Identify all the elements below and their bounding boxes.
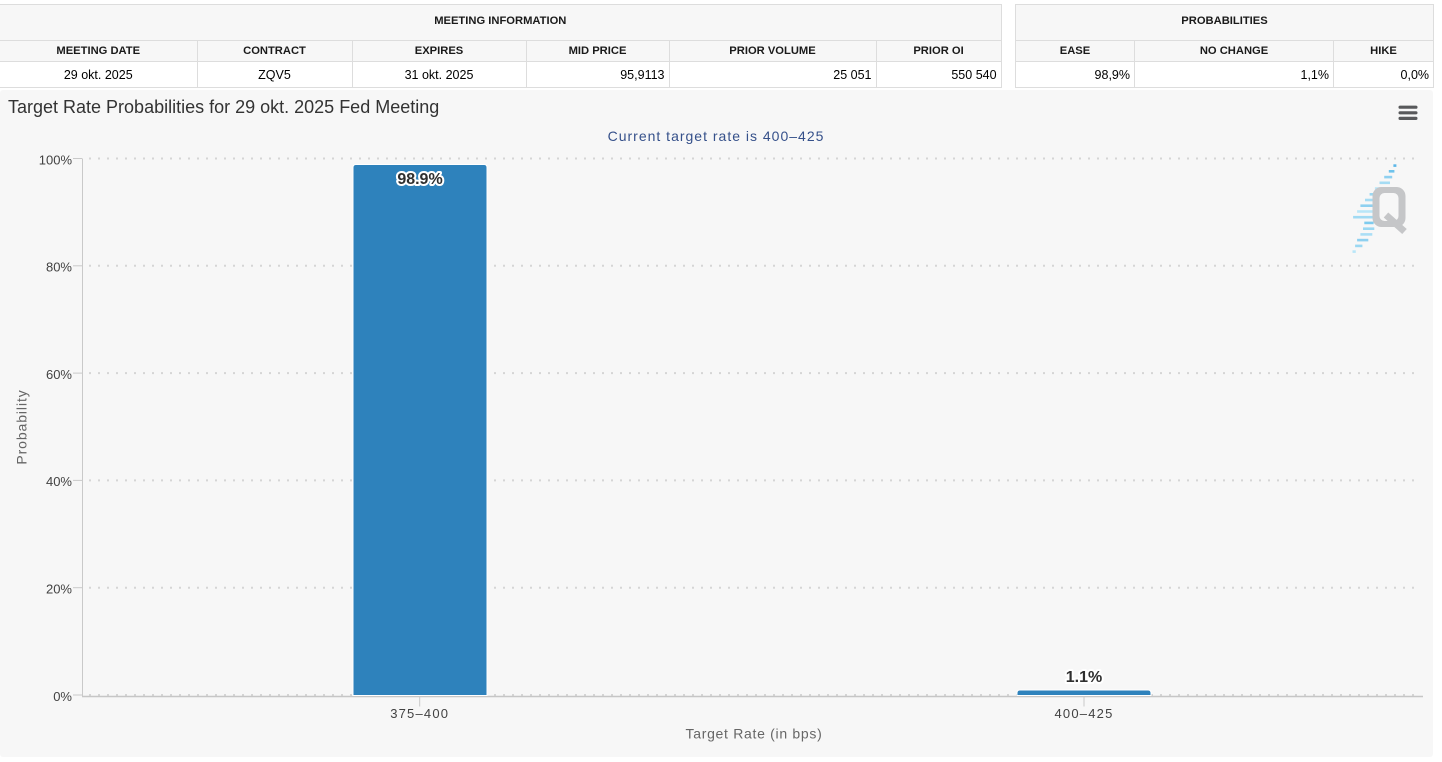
- svg-text:80%: 80%: [46, 260, 72, 275]
- svg-text:400–425: 400–425: [1054, 706, 1113, 721]
- svg-text:1.1%: 1.1%: [1066, 669, 1102, 686]
- svg-text:0%: 0%: [53, 689, 72, 704]
- svg-text:Target Rate (in bps): Target Rate (in bps): [686, 725, 823, 741]
- svg-text:Current target rate is 400–425: Current target rate is 400–425: [608, 128, 825, 144]
- svg-text:20%: 20%: [46, 582, 72, 597]
- svg-text:100%: 100%: [39, 152, 73, 167]
- svg-text:60%: 60%: [46, 367, 72, 382]
- svg-text:375–400: 375–400: [390, 706, 449, 721]
- svg-text:98.9%: 98.9%: [397, 171, 442, 188]
- svg-text:Probability: Probability: [14, 389, 30, 464]
- svg-text:Target Rate Probabilities for: Target Rate Probabilities for 29 okt. 20…: [8, 97, 439, 117]
- svg-text:40%: 40%: [46, 474, 72, 489]
